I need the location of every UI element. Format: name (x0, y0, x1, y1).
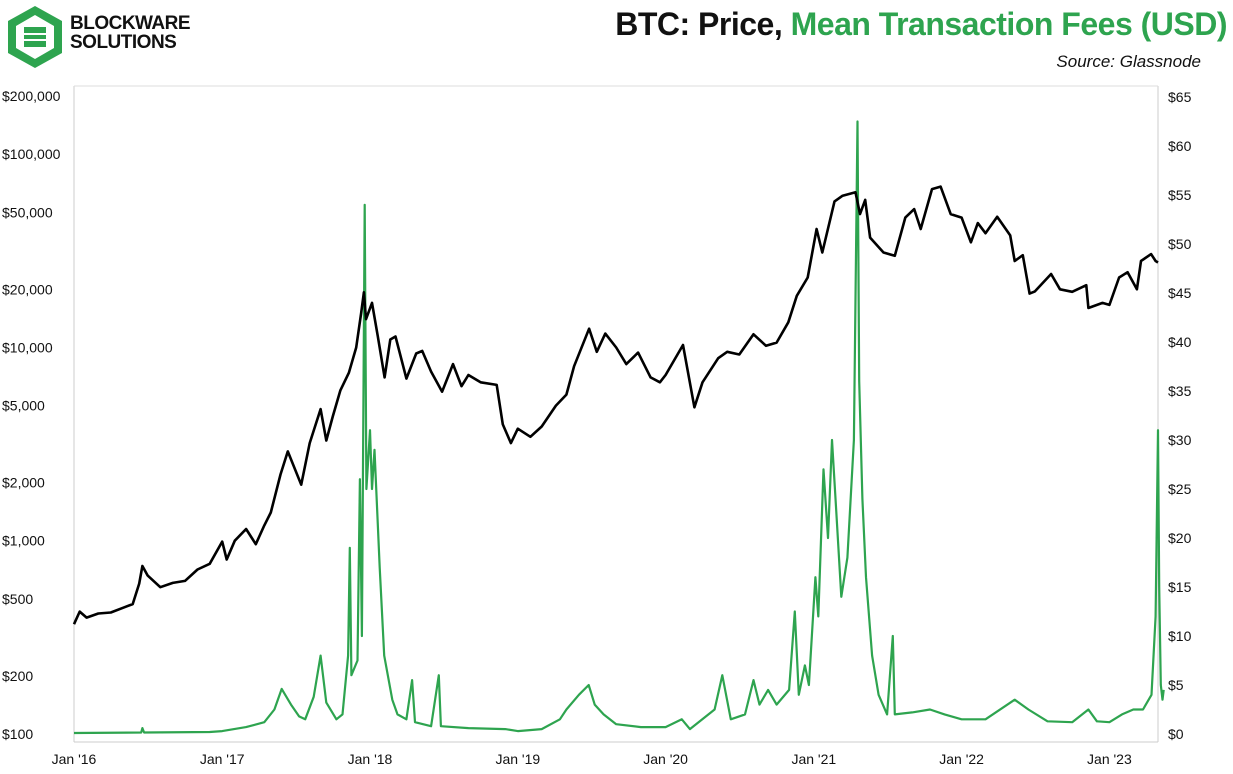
left-axis: $100 $200 $500 $1,000 $2,000 $5,000 $10,000 $20… (2, 88, 61, 742)
x-tick-label: Jan '19 (495, 751, 540, 767)
left-tick-label: $1,000 (2, 533, 45, 549)
right-tick-label: $30 (1168, 432, 1192, 448)
left-tick-label: $200,000 (2, 88, 61, 104)
right-tick-label: $65 (1168, 89, 1192, 105)
x-tick-label: Jan '20 (643, 751, 688, 767)
right-tick-label: $20 (1168, 530, 1192, 546)
left-tick-label: $2,000 (2, 475, 45, 491)
right-tick-label: $60 (1168, 138, 1192, 154)
left-tick-label: $500 (2, 591, 33, 607)
chart-title: BTC: Price, Mean Transaction Fees (USD) (615, 6, 1227, 43)
right-axis: $0 $5 $10 $15 $20 $25 $30 $35 $40 $45 $50 $55 $60 $65 (1168, 89, 1192, 742)
x-tick-label: Jan '23 (1087, 751, 1132, 767)
x-tick-label: Jan '18 (348, 751, 393, 767)
right-tick-label: $45 (1168, 285, 1192, 301)
x-axis: Jan '16 Jan '17 Jan '18 Jan '19 Jan '20 Jan '… (52, 751, 1132, 767)
brand-line-2: SOLUTIONS (70, 32, 177, 53)
right-tick-label: $0 (1168, 726, 1184, 742)
price-series-line (72, 185, 1159, 625)
right-tick-label: $15 (1168, 579, 1192, 595)
chart-title-price: BTC: Price, (615, 6, 783, 42)
plot-frame (73, 85, 1159, 743)
series-layer (72, 120, 1165, 735)
left-tick-label: $100,000 (2, 146, 61, 162)
left-tick-label: $50,000 (2, 204, 53, 220)
left-tick-label: $5,000 (2, 398, 45, 414)
left-tick-label: $100 (2, 726, 33, 742)
left-tick-label: $200 (2, 668, 33, 684)
x-tick-label: Jan '17 (200, 751, 245, 767)
left-tick-label: $20,000 (2, 281, 53, 297)
right-tick-label: $50 (1168, 236, 1192, 252)
chart-source: Source: Glassnode (1056, 52, 1201, 71)
chart-title-fees: Mean Transaction Fees (USD) (790, 6, 1228, 42)
blockware-logo-icon (8, 6, 62, 68)
fees-series-line (73, 120, 1165, 735)
brand-name: BLOCKWARE SOLUTIONS (70, 13, 191, 53)
right-tick-label: $55 (1168, 187, 1192, 203)
right-tick-label: $35 (1168, 383, 1192, 399)
left-tick-label: $10,000 (2, 339, 53, 355)
brand-line-1: BLOCKWARE (70, 13, 191, 34)
right-tick-label: $40 (1168, 334, 1192, 350)
right-tick-label: $10 (1168, 628, 1192, 644)
x-tick-label: Jan '22 (939, 751, 984, 767)
right-tick-label: $5 (1168, 677, 1184, 693)
right-tick-label: $25 (1168, 481, 1192, 497)
x-tick-label: Jan '16 (52, 751, 97, 767)
x-tick-label: Jan '21 (791, 751, 836, 767)
